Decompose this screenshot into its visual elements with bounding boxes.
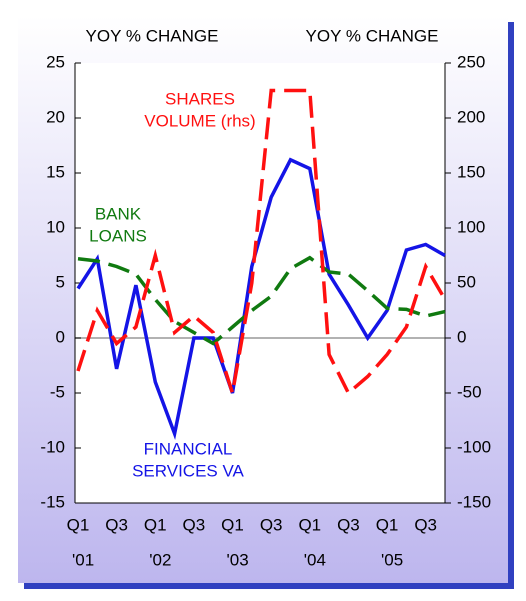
x-tick-label: Q3 — [105, 515, 128, 534]
y2-tick-label: -150 — [457, 492, 491, 511]
annotation: LOANS — [89, 226, 147, 245]
x-tick-label: Q1 — [67, 515, 90, 534]
year-label: '03 — [227, 550, 249, 569]
plot-area — [75, 63, 445, 503]
y2-tick-label: 100 — [457, 217, 485, 236]
year-label: '05 — [381, 550, 403, 569]
series-line — [76, 88, 447, 396]
y-axis-title: YOY % CHANGE — [86, 26, 219, 45]
annotation: FINANCIAL — [144, 439, 233, 458]
y2-tick-label: 50 — [457, 272, 476, 291]
y-tick-label: -15 — [40, 492, 65, 511]
series-line — [77, 255, 446, 346]
y2-tick-label: 250 — [457, 52, 485, 71]
annotation: SERVICES VA — [132, 461, 244, 480]
x-tick-label: Q1 — [221, 515, 244, 534]
annotation: SHARES — [165, 89, 235, 108]
y2-axis-title: YOY % CHANGE — [306, 26, 439, 45]
y-tick-label: 15 — [46, 162, 65, 181]
year-label: '02 — [149, 550, 171, 569]
series-line — [76, 157, 446, 441]
y2-tick-label: 0 — [457, 327, 466, 346]
y2-tick-label: -50 — [457, 382, 482, 401]
annotation: BANK — [95, 204, 142, 223]
y-tick-label: 25 — [46, 52, 65, 71]
x-tick-label: Q1 — [298, 515, 321, 534]
annotation: VOLUME (rhs) — [144, 111, 255, 130]
y-tick-label: 10 — [46, 217, 65, 236]
y2-tick-label: 150 — [457, 162, 485, 181]
x-tick-label: Q3 — [337, 515, 360, 534]
year-label: '04 — [304, 550, 326, 569]
y-tick-label: -5 — [50, 382, 65, 401]
year-label: '01 — [72, 550, 94, 569]
y-tick-label: 20 — [46, 107, 65, 126]
x-tick-label: Q1 — [376, 515, 399, 534]
y-tick-label: 5 — [56, 272, 65, 291]
x-tick-label: Q3 — [183, 515, 206, 534]
y-tick-label: 0 — [56, 327, 65, 346]
y-tick-label: -10 — [40, 437, 65, 456]
x-tick-label: Q3 — [260, 515, 283, 534]
x-tick-label: Q3 — [414, 515, 437, 534]
x-tick-label: Q1 — [144, 515, 167, 534]
y2-tick-label: -100 — [457, 437, 491, 456]
y2-tick-label: 200 — [457, 107, 485, 126]
